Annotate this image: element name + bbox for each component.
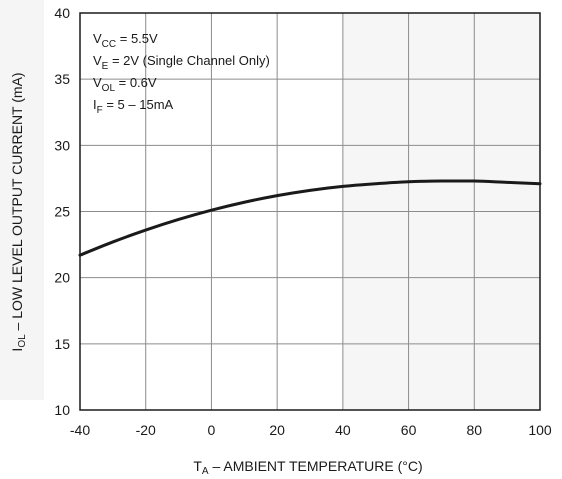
x-tick-label: 60 bbox=[401, 422, 417, 438]
background-bands bbox=[0, 0, 44, 400]
condition-subscript: OL bbox=[102, 83, 116, 94]
plot-frame bbox=[79, 12, 541, 411]
y-tick-label: 15 bbox=[54, 336, 70, 352]
condition-line: VOL = 0.6V bbox=[93, 75, 157, 94]
condition-subscript: F bbox=[97, 105, 103, 116]
band-left bbox=[0, 0, 44, 400]
gridlines bbox=[80, 13, 540, 410]
condition-line: VCC = 5.5V bbox=[93, 31, 158, 50]
condition-value: = 5 – 15mA bbox=[103, 97, 174, 112]
y-axis-label-main: I bbox=[9, 348, 25, 352]
series-line-0 bbox=[78, 179, 542, 257]
y-tick-labels: 10 15 20 25 30 35 40 bbox=[54, 5, 70, 418]
condition-line: VE = 2V (Single Channel Only) bbox=[93, 53, 270, 72]
condition-value: = 5.5V bbox=[116, 31, 158, 46]
x-axis-label-rest: – AMBIENT TEMPERATURE (°C) bbox=[209, 458, 423, 474]
x-tick-label: 80 bbox=[466, 422, 482, 438]
condition-subscript: E bbox=[102, 61, 109, 72]
condition-line: IF = 5 – 15mA bbox=[93, 97, 174, 116]
x-axis-label-main: T bbox=[193, 458, 202, 474]
x-tick-label: 40 bbox=[335, 422, 351, 438]
y-tick-label: 10 bbox=[54, 402, 70, 418]
y-axis-label-sub: OL bbox=[17, 334, 28, 348]
y-tick-label: 20 bbox=[54, 270, 70, 286]
condition-symbol: V bbox=[93, 53, 102, 68]
y-tick-label: 35 bbox=[54, 71, 70, 87]
series-group bbox=[78, 179, 542, 257]
y-axis-label-rest: – LOW LEVEL OUTPUT CURRENT (mA) bbox=[9, 72, 25, 334]
condition-value: = 0.6V bbox=[115, 75, 157, 90]
condition-subscript: CC bbox=[102, 39, 116, 50]
condition-symbol: V bbox=[93, 31, 102, 46]
condition-symbol: V bbox=[93, 75, 102, 90]
x-tick-label: -40 bbox=[70, 422, 90, 438]
x-tick-label: 20 bbox=[269, 422, 285, 438]
x-tick-label: 0 bbox=[208, 422, 216, 438]
y-tick-label: 40 bbox=[54, 5, 70, 21]
x-tick-label: -20 bbox=[136, 422, 156, 438]
y-tick-label: 30 bbox=[54, 137, 70, 153]
x-tick-labels: -40 -20 0 20 40 60 80 100 bbox=[70, 422, 552, 438]
condition-value: = 2V (Single Channel Only) bbox=[108, 53, 270, 68]
condition-symbol: I bbox=[93, 97, 97, 112]
x-axis-label: TA – AMBIENT TEMPERATURE (°C) bbox=[193, 458, 422, 477]
x-tick-label: 100 bbox=[528, 422, 552, 438]
x-axis-label-sub: A bbox=[202, 466, 209, 477]
y-tick-label: 25 bbox=[54, 204, 70, 220]
y-axis-label: IOL – LOW LEVEL OUTPUT CURRENT (mA) bbox=[9, 72, 28, 351]
